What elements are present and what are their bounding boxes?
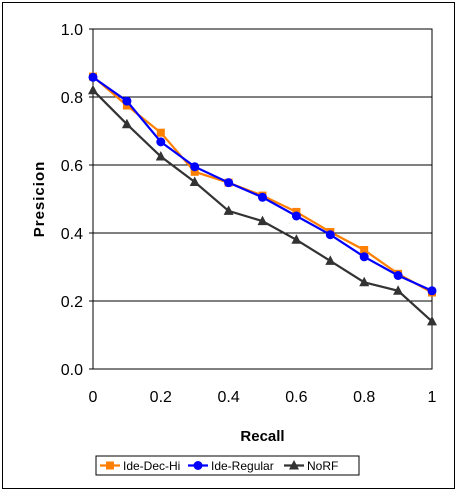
data-point <box>121 118 132 129</box>
data-point <box>359 252 369 262</box>
data-point <box>190 167 199 176</box>
data-point <box>359 276 370 287</box>
data-point <box>258 192 267 202</box>
x-axis-title: Recall <box>240 428 284 445</box>
series-line <box>92 75 433 294</box>
data-point <box>156 128 165 137</box>
y-tick-label: 0.4 <box>61 226 83 243</box>
legend: Ide-Dec-Hi Ide-Regular NoRF <box>95 455 360 476</box>
y-axis-ticks: 0.0 0.2 0.4 0.6 0.8 1.0 <box>61 22 93 379</box>
legend-marker <box>193 461 203 470</box>
legend-marker <box>289 460 299 470</box>
chart-frame <box>2 2 455 489</box>
y-tick-label: 0.6 <box>61 158 83 175</box>
data-point <box>88 84 98 95</box>
y-tick-label: 0.2 <box>61 294 83 311</box>
series-lines <box>88 72 437 326</box>
data-point <box>224 178 234 188</box>
x-tick-label: 0.8 <box>353 389 375 406</box>
data-point <box>88 72 98 82</box>
series-ide-regular <box>88 72 437 296</box>
data-point <box>325 230 335 240</box>
legend-marker <box>106 461 114 470</box>
y-tick-label: 0.0 <box>61 362 83 379</box>
data-point <box>427 315 437 326</box>
data-point <box>189 176 200 186</box>
x-tick-label: 0.2 <box>150 389 172 406</box>
x-tick-label: 0.4 <box>217 389 239 406</box>
x-tick-label: 1 <box>428 389 437 406</box>
data-point <box>223 205 234 215</box>
data-point <box>257 215 268 226</box>
data-point <box>393 285 404 295</box>
data-point <box>360 246 369 254</box>
data-point <box>427 286 437 296</box>
legend-box <box>95 455 360 476</box>
legend-entry: NoRF <box>284 459 338 473</box>
data-point <box>156 137 166 147</box>
data-point <box>325 255 336 265</box>
legend-label: Ide-Dec-Hi <box>123 459 180 473</box>
legend-entry: Ide-Regular <box>188 459 274 473</box>
series-norf <box>88 84 437 326</box>
plot-area <box>92 28 433 370</box>
series-line <box>92 76 433 292</box>
x-tick-label: 0 <box>89 389 98 406</box>
legend-label: NoRF <box>307 459 338 473</box>
x-axis-ticks: 0 0.2 0.4 0.6 0.8 1 <box>89 389 437 406</box>
y-tick-label: 0.8 <box>61 90 83 107</box>
y-tick-label: 1.0 <box>61 22 83 39</box>
data-point <box>155 151 166 161</box>
data-point <box>190 162 200 172</box>
data-point <box>122 96 132 106</box>
data-point <box>393 271 403 280</box>
x-tick-label: 0.6 <box>285 389 307 406</box>
legend-entry: Ide-Dec-Hi <box>100 459 180 473</box>
data-point <box>291 211 301 221</box>
legend-label: Ide-Regular <box>211 459 274 473</box>
y-axis-title: Presicion <box>31 161 48 238</box>
series-line <box>92 89 433 323</box>
data-point <box>291 234 302 244</box>
series-ide-dec-hi <box>89 72 436 297</box>
